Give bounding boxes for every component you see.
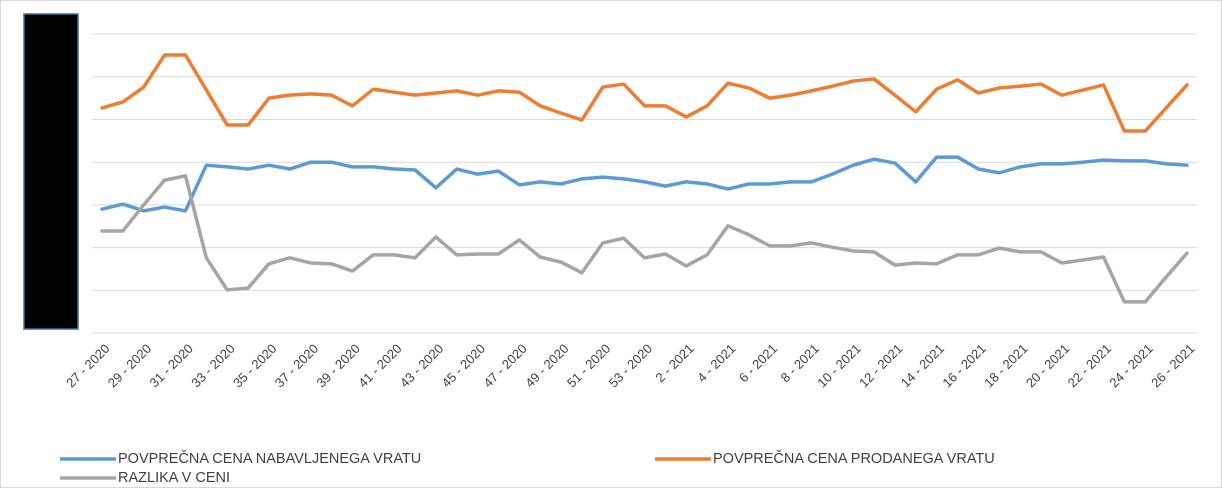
series-line	[100, 174, 1189, 304]
legend-label: RAZLIKA V CENI	[118, 470, 230, 486]
series-line	[100, 53, 1189, 133]
redaction-box	[23, 13, 79, 330]
legend-label: POVPREČNA CENA PRODANEGA VRATU	[713, 450, 995, 467]
lines	[100, 53, 1189, 304]
legend-label: POVPREČNA CENA NABAVLJENEGA VRATU	[118, 450, 421, 467]
series-line	[100, 155, 1189, 213]
grid	[92, 33, 1197, 334]
